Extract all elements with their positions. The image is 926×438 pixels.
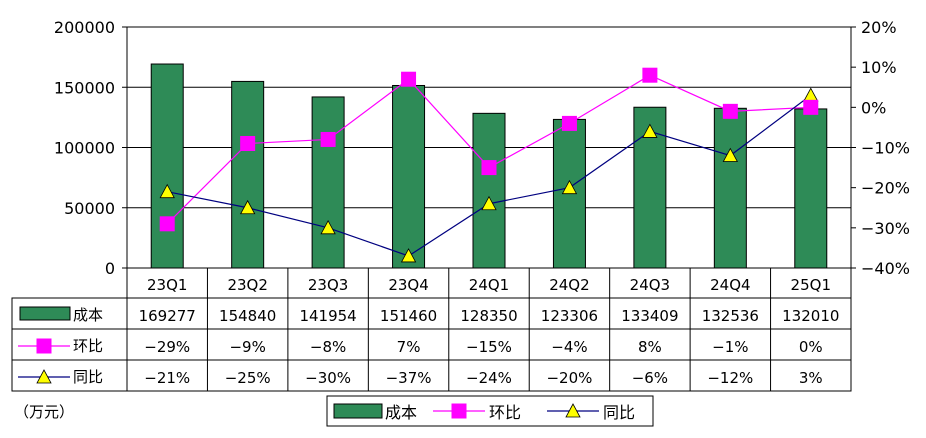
cell-mom: 7% — [397, 338, 421, 356]
category-label: 23Q4 — [388, 276, 428, 294]
cell-cost: 123306 — [541, 307, 598, 325]
cell-yoy: −12% — [707, 369, 753, 387]
bar-23Q3 — [311, 96, 345, 269]
row-label-yoy: 同比 — [73, 368, 103, 386]
bar-23Q2 — [231, 80, 265, 269]
data-table: 23Q1 23Q2 23Q3 23Q4 24Q1 24Q2 24Q3 24Q4 25Q1 1692… — [11, 267, 852, 392]
row-key-yoy-marker — [36, 369, 52, 384]
category-label: 25Q1 — [791, 276, 831, 294]
cell-cost: 151460 — [380, 307, 437, 325]
cell-yoy: −24% — [466, 369, 512, 387]
marker-yoy-23Q3 — [320, 219, 336, 235]
legend: 成本 环比 同比 — [326, 395, 654, 427]
right-axis-tick-labels: −40% −30% −20% −10% 0% 10% 20% — [851, 18, 910, 278]
right-tick-label: −20% — [861, 179, 910, 198]
marker-yoy-23Q1 — [159, 183, 175, 199]
category-label: 23Q3 — [308, 276, 348, 294]
cell-mom: 0% — [799, 338, 823, 356]
legend-key-yoy-marker — [565, 403, 581, 418]
bar-23Q1 — [150, 63, 184, 269]
cell-cost: 133409 — [621, 307, 678, 325]
left-tick-label: 100000 — [54, 139, 115, 158]
cell-mom: 8% — [638, 338, 662, 356]
cell-yoy: −25% — [225, 369, 271, 387]
right-tick-label: 0% — [861, 98, 886, 117]
cell-cost: 141954 — [299, 307, 356, 325]
marker-mom-23Q2 — [240, 135, 256, 151]
marker-yoy-24Q4 — [722, 147, 739, 162]
cell-yoy: −6% — [632, 369, 668, 387]
left-tick-label: 50000 — [64, 199, 115, 218]
legend-key-cost — [333, 403, 383, 419]
bar-24Q4 — [713, 107, 747, 269]
category-label: 24Q1 — [469, 276, 509, 294]
marker-mom-24Q2 — [561, 115, 577, 131]
cell-mom: −29% — [144, 338, 190, 356]
marker-mom-25Q1 — [803, 99, 819, 115]
right-tick-label: −10% — [861, 139, 910, 158]
bar-24Q1 — [472, 112, 506, 269]
legend-label-mom: 环比 — [489, 403, 521, 422]
legend-key-mom-marker — [451, 403, 467, 419]
category-label: 24Q3 — [630, 276, 670, 294]
marker-mom-23Q3 — [320, 131, 336, 147]
legend-label-yoy: 同比 — [603, 403, 635, 422]
row-label-cost: 成本 — [73, 306, 103, 324]
plot-area — [126, 26, 852, 269]
cell-cost: 132010 — [782, 307, 839, 325]
marker-yoy-24Q1 — [481, 195, 497, 211]
cost-bars — [150, 63, 828, 269]
cell-cost: 132536 — [702, 307, 759, 325]
left-axis-tick-labels: 0 50000 100000 150000 200000 — [54, 18, 127, 278]
row-label-mom: 环比 — [73, 337, 103, 355]
ratio-lines — [159, 67, 819, 263]
row-key-cost — [19, 306, 71, 321]
right-tick-label: −30% — [861, 219, 910, 238]
marker-mom-24Q3 — [642, 67, 658, 83]
unit-label: （万元） — [14, 403, 74, 421]
marker-yoy-24Q2 — [561, 179, 578, 195]
left-tick-label: 0 — [105, 259, 115, 278]
marker-yoy-23Q2 — [239, 199, 256, 215]
cell-cost: 128350 — [460, 307, 517, 325]
legend-label-cost: 成本 — [385, 403, 417, 422]
marker-yoy-24Q3 — [642, 123, 658, 138]
cell-mom: −4% — [551, 338, 587, 356]
right-tick-label: 20% — [861, 18, 897, 37]
left-tick-label: 200000 — [54, 18, 115, 37]
bar-23Q4 — [392, 84, 426, 269]
marker-mom-24Q1 — [481, 160, 497, 176]
marker-mom-23Q4 — [401, 71, 417, 87]
right-tick-label: −40% — [861, 259, 910, 278]
category-label: 23Q2 — [227, 276, 267, 294]
cell-mom: −1% — [712, 338, 748, 356]
left-tick-label: 150000 — [54, 78, 115, 97]
right-tick-label: 10% — [861, 58, 897, 77]
category-label: 23Q1 — [147, 276, 187, 294]
cell-cost: 169277 — [139, 307, 196, 325]
bar-25Q1 — [794, 108, 828, 269]
cell-yoy: −20% — [546, 369, 592, 387]
cell-yoy: −21% — [144, 369, 190, 387]
category-label: 24Q4 — [710, 276, 750, 294]
cell-mom: −9% — [229, 338, 265, 356]
marker-mom-23Q1 — [159, 216, 175, 232]
row-key-mom-marker — [36, 338, 52, 354]
cell-mom: −8% — [310, 338, 346, 356]
cell-yoy: −37% — [386, 369, 432, 387]
cell-cost: 154840 — [219, 307, 276, 325]
cell-mom: −15% — [466, 338, 512, 356]
marker-yoy-23Q4 — [400, 248, 417, 263]
cell-yoy: 3% — [799, 369, 823, 387]
cell-yoy: −30% — [305, 369, 351, 387]
marker-mom-24Q4 — [722, 103, 738, 119]
category-label: 24Q2 — [549, 276, 589, 294]
